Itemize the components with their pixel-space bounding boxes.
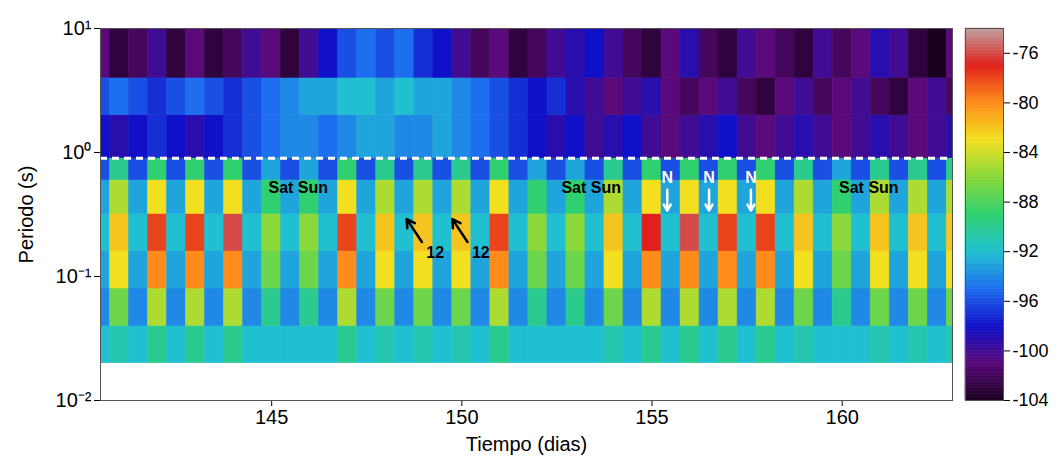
svg-text:155: 155 [635,406,668,428]
svg-text:10⁰: 10⁰ [62,141,91,163]
svg-text:Periodo (s): Periodo (s) [15,166,37,264]
svg-text:-84: -84 [1013,142,1039,162]
svg-text:10⁻¹: 10⁻¹ [56,265,92,287]
svg-text:Sat Sun: Sat Sun [269,179,329,196]
svg-text:-76: -76 [1013,43,1039,63]
svg-text:145: 145 [255,406,288,428]
svg-text:Sat Sun: Sat Sun [561,179,621,196]
svg-text:-100: -100 [1013,341,1049,361]
svg-text:-96: -96 [1013,291,1039,311]
svg-text:Tiempo (dias): Tiempo (dias) [466,433,588,455]
svg-text:150: 150 [445,406,478,428]
svg-text:N: N [703,169,715,186]
svg-text:N: N [661,169,673,186]
svg-text:-92: -92 [1013,241,1039,261]
svg-text:10⁻²: 10⁻² [56,389,92,411]
svg-text:12: 12 [426,244,444,261]
svg-text:-80: -80 [1013,93,1039,113]
svg-text:160: 160 [826,406,859,428]
svg-text:-88: -88 [1013,192,1039,212]
svg-text:-104: -104 [1013,390,1049,410]
svg-text:Sat Sun: Sat Sun [839,179,899,196]
svg-text:12: 12 [472,244,490,261]
svg-text:N: N [745,169,757,186]
svg-text:10¹: 10¹ [63,17,92,39]
